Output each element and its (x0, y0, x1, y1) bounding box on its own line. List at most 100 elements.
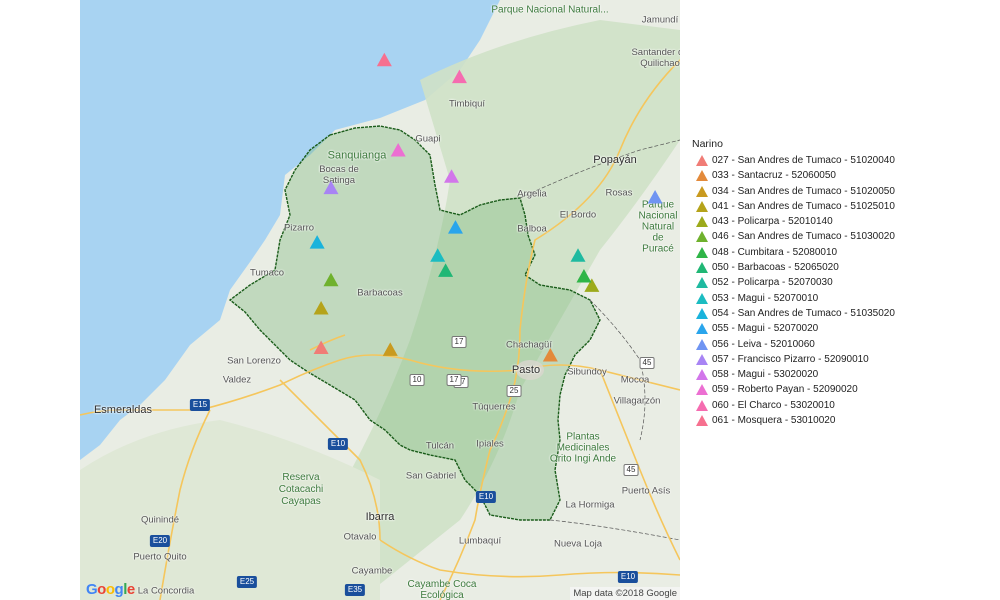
place-label: Rosas (605, 187, 633, 199)
legend-label: 054 - San Andres de Tumaco - 51035020 (712, 307, 895, 319)
place-label: Bocas de Satinga (319, 164, 359, 186)
legend: Narino 027 - San Andres de Tumaco - 5102… (692, 138, 992, 429)
legend-label: 052 - Policarpa - 52070030 (712, 277, 833, 289)
place-label: Reserva Cotacachi Cayapas (278, 472, 324, 507)
station-marker-033[interactable] (542, 347, 558, 362)
station-marker-059[interactable] (390, 142, 406, 157)
station-marker-043[interactable] (584, 278, 600, 292)
triangle-marker-icon (696, 277, 708, 289)
legend-item[interactable]: 048 - Cumbitara - 52080010 (692, 246, 992, 261)
station-marker-057[interactable] (323, 180, 339, 195)
legend-item[interactable]: 043 - Policarpa - 52010140 (692, 215, 992, 230)
place-label: Santander de Quilichao (631, 47, 680, 69)
legend-item[interactable]: 033 - Santacruz - 52060050 (692, 169, 992, 184)
legend-label: 053 - Magui - 52070010 (712, 292, 819, 304)
station-marker-050[interactable] (438, 263, 454, 277)
road-shield: 10 (409, 374, 425, 386)
legend-item[interactable]: 058 - Magui - 53020020 (692, 368, 992, 383)
place-label: Sanquianga (327, 149, 387, 162)
legend-label: 058 - Magui - 53020020 (712, 369, 819, 381)
legend-item[interactable]: 053 - Magui - 52070010 (692, 292, 992, 307)
legend-item[interactable]: 052 - Policarpa - 52070030 (692, 276, 992, 291)
legend-label: 057 - Francisco Pizarro - 52090010 (712, 353, 869, 365)
station-marker-048[interactable] (576, 268, 592, 283)
triangle-marker-icon (696, 338, 708, 350)
station-marker-052[interactable] (570, 248, 586, 262)
boundary-line (519, 139, 680, 199)
legend-item[interactable]: 060 - El Charco - 53020010 (692, 399, 992, 414)
triangle-marker-icon (696, 307, 708, 319)
station-marker-058[interactable] (444, 169, 460, 183)
legend-label: 061 - Mosquera - 53010020 (712, 415, 836, 427)
station-marker-034[interactable] (382, 342, 398, 356)
road-shield: 45 (623, 464, 639, 476)
legend-item[interactable]: 046 - San Andres de Tumaco - 51030020 (692, 230, 992, 245)
place-label: Popayán (593, 154, 637, 166)
station-marker-027[interactable] (313, 340, 329, 354)
legend-item[interactable]: 054 - San Andres de Tumaco - 51035020 (692, 307, 992, 322)
place-label: Balboa (517, 223, 547, 235)
legend-item[interactable]: 056 - Leiva - 52010060 (692, 338, 992, 353)
place-label: Quinindé (140, 514, 180, 526)
road-shield: E10 (617, 571, 639, 583)
legend-label: 027 - San Andres de Tumaco - 51020040 (712, 155, 895, 166)
legend-item[interactable]: 055 - Magui - 52070020 (692, 322, 992, 337)
station-marker-061[interactable] (376, 52, 392, 67)
pacific-ocean (80, 0, 500, 460)
station-marker-054[interactable] (309, 235, 325, 249)
legend-item[interactable]: 061 - Mosquera - 53010020 (692, 414, 992, 429)
place-label: Lumbaquí (458, 535, 502, 547)
place-label: Ibarra (365, 511, 395, 523)
legend-label: 059 - Roberto Payan - 52090020 (712, 384, 858, 396)
andes-relief (280, 20, 680, 600)
legend-label: 048 - Cumbitara - 52080010 (712, 246, 838, 258)
place-label: Ipiales (476, 438, 504, 450)
station-marker-041[interactable] (313, 300, 329, 315)
legend-item[interactable]: 059 - Roberto Payan - 52090020 (692, 383, 992, 398)
triangle-marker-icon (696, 323, 708, 335)
map-canvas[interactable]: Parque Nacional Natural... Jamundí Santa… (80, 0, 680, 600)
legend-label: 043 - Policarpa - 52010140 (712, 216, 833, 228)
triangle-marker-icon (696, 246, 708, 258)
place-label: El Bordo (559, 209, 597, 221)
legend-title: Narino (692, 138, 723, 150)
legend-label: 050 - Barbacoas - 52065020 (712, 262, 839, 274)
station-marker-055[interactable] (447, 220, 463, 234)
triangle-marker-icon (696, 200, 708, 212)
place-label: Sibundoy (567, 366, 607, 378)
place-label: San Gabriel (405, 470, 457, 482)
place-label: San Lorenzo (227, 355, 281, 367)
place-label: Guapi (415, 133, 441, 145)
place-label: La Hormiga (565, 499, 615, 511)
map-attribution[interactable]: Map data ©2018 Google (570, 587, 680, 600)
road-shield: 25 (506, 385, 522, 397)
legend-label: 060 - El Charco - 53020010 (712, 399, 835, 411)
legend-item[interactable]: 041 - San Andres de Tumaco - 51025010 (692, 200, 992, 215)
triangle-marker-icon (696, 185, 708, 197)
station-marker-060[interactable] (451, 69, 467, 84)
place-label: Parque Nacional Natural de Puracé (638, 199, 678, 255)
legend-label: 033 - Santacruz - 52060050 (712, 170, 836, 182)
legend-item[interactable]: 027 - San Andres de Tumaco - 51020040 (692, 154, 992, 169)
place-label: Cayambe Coca Ecológica (407, 579, 477, 600)
place-label: Timbiquí (448, 98, 486, 110)
place-label: Puerto Asís (621, 485, 671, 497)
legend-label: 041 - San Andres de Tumaco - 51025010 (712, 200, 895, 212)
triangle-marker-icon (696, 155, 708, 166)
triangle-marker-icon (696, 216, 708, 228)
legend-items: 027 - San Andres de Tumaco - 51020040 033… (692, 154, 992, 429)
station-marker-053[interactable] (430, 248, 446, 262)
lowland-relief (80, 420, 380, 600)
place-label: Barbacoas (357, 287, 403, 299)
legend-label: 055 - Magui - 52070020 (712, 323, 819, 335)
legend-item[interactable]: 034 - San Andres de Tumaco - 51020050 (692, 185, 992, 200)
map-base (80, 0, 680, 600)
legend-item[interactable]: 057 - Francisco Pizarro - 52090010 (692, 353, 992, 368)
road-shield: E35 (344, 584, 366, 596)
station-marker-056[interactable] (647, 189, 663, 204)
place-label: Chachagüí (506, 339, 552, 351)
place-label: Pasto (511, 364, 541, 376)
legend-item[interactable]: 050 - Barbacoas - 52065020 (692, 261, 992, 276)
place-label: Tumaco (250, 267, 284, 279)
station-marker-046[interactable] (323, 272, 339, 287)
